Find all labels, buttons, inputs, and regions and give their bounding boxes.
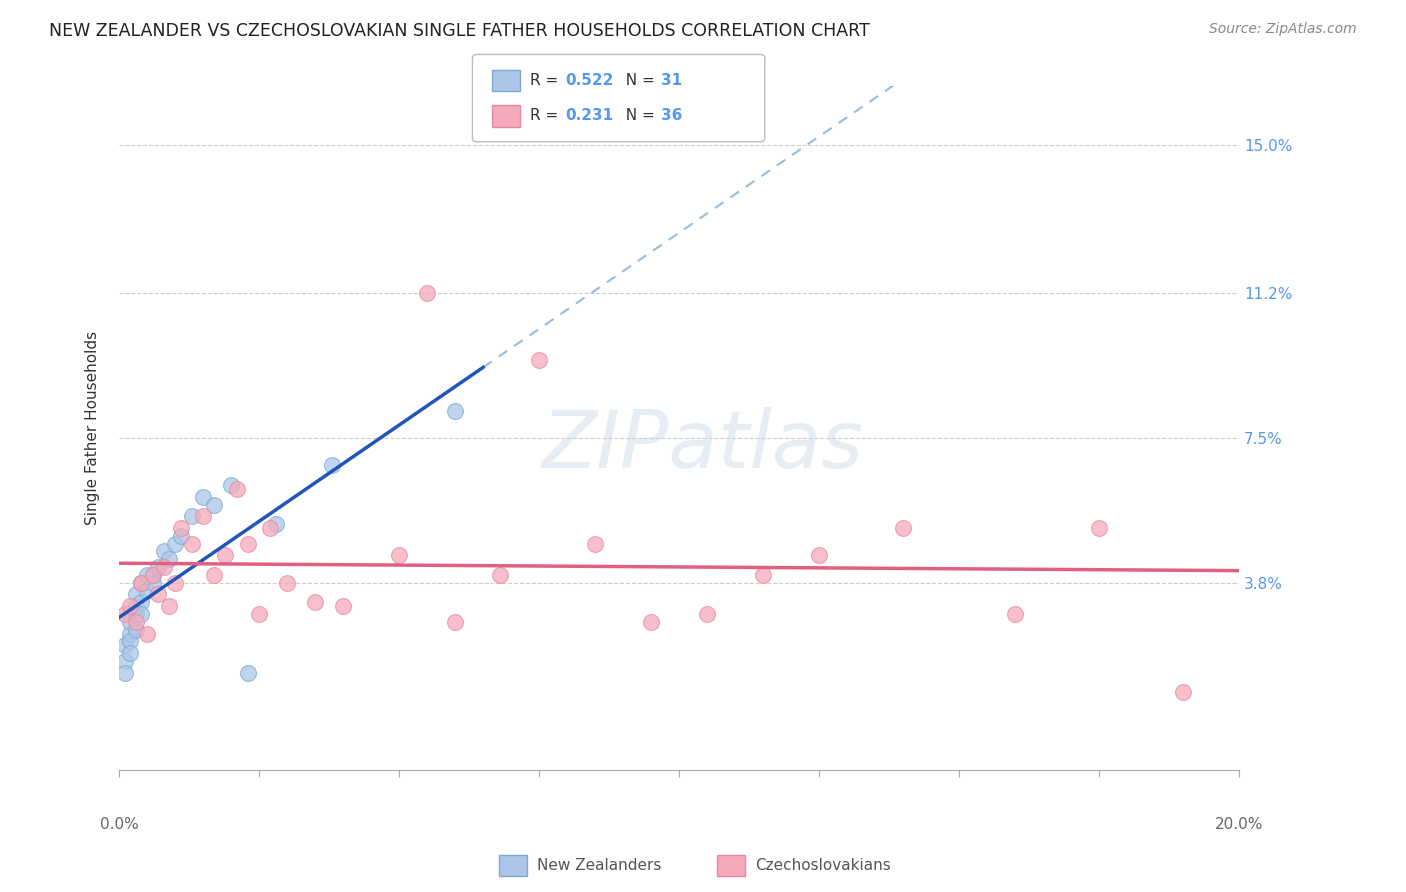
Point [219, 478, 242, 492]
Point [153, 544, 176, 558]
Point [165, 536, 187, 550]
Point [114, 654, 136, 668]
Point [125, 599, 148, 614]
Point [640, 615, 662, 629]
Point [131, 595, 153, 609]
Point [1173, 685, 1195, 699]
Point [264, 517, 287, 532]
Point [131, 575, 153, 590]
Text: 20.0%: 20.0% [1215, 817, 1264, 832]
Text: R =: R = [530, 109, 564, 123]
Text: 0.0%: 0.0% [100, 817, 138, 832]
Point [120, 599, 142, 614]
Point [321, 458, 343, 473]
Point [120, 615, 142, 629]
Point [169, 529, 191, 543]
Point [148, 560, 170, 574]
Point [416, 286, 439, 301]
Point [214, 549, 236, 563]
Point [332, 599, 354, 614]
Point [180, 509, 202, 524]
Point [142, 575, 165, 590]
Point [583, 536, 606, 550]
Text: Czechoslovakians: Czechoslovakians [755, 858, 891, 872]
Point [304, 595, 326, 609]
Point [131, 575, 153, 590]
Point [191, 490, 214, 504]
Point [136, 626, 159, 640]
Point [225, 482, 247, 496]
Point [236, 665, 259, 680]
Point [1004, 607, 1026, 621]
Text: 0.231: 0.231 [565, 109, 613, 123]
Text: NEW ZEALANDER VS CZECHOSLOVAKIAN SINGLE FATHER HOUSEHOLDS CORRELATION CHART: NEW ZEALANDER VS CZECHOSLOVAKIAN SINGLE … [49, 22, 870, 40]
Point [169, 521, 191, 535]
Text: R =: R = [530, 73, 564, 87]
Point [276, 575, 298, 590]
Point [527, 353, 550, 368]
Text: N =: N = [616, 73, 659, 87]
Point [114, 665, 136, 680]
Point [120, 646, 142, 660]
Point [202, 567, 225, 582]
Point [125, 587, 148, 601]
Point [148, 587, 170, 601]
Point [159, 599, 181, 614]
Text: 36: 36 [661, 109, 682, 123]
Point [125, 623, 148, 637]
Point [120, 626, 142, 640]
Point [131, 607, 153, 621]
Text: 31: 31 [661, 73, 682, 87]
Point [125, 615, 148, 629]
Text: Source: ZipAtlas.com: Source: ZipAtlas.com [1209, 22, 1357, 37]
Point [142, 567, 165, 582]
Point [202, 498, 225, 512]
Point [489, 567, 512, 582]
Point [125, 607, 148, 621]
Text: ZIPatlas: ZIPatlas [541, 407, 865, 485]
Point [136, 583, 159, 598]
Point [153, 560, 176, 574]
Point [114, 638, 136, 652]
Point [159, 552, 181, 566]
Point [1088, 521, 1111, 535]
Point [444, 615, 467, 629]
Point [891, 521, 914, 535]
Text: 0.522: 0.522 [565, 73, 613, 87]
Point [808, 549, 831, 563]
Point [191, 509, 214, 524]
Y-axis label: Single Father Households: Single Father Households [86, 331, 100, 525]
Point [752, 567, 775, 582]
Point [247, 607, 270, 621]
Point [142, 567, 165, 582]
Point [136, 567, 159, 582]
Point [165, 575, 187, 590]
Text: N =: N = [616, 109, 659, 123]
Point [388, 549, 411, 563]
Point [259, 521, 281, 535]
Point [444, 403, 467, 417]
Point [696, 607, 718, 621]
Text: New Zealanders: New Zealanders [537, 858, 661, 872]
Point [114, 607, 136, 621]
Point [236, 536, 259, 550]
Point [120, 634, 142, 648]
Point [180, 536, 202, 550]
